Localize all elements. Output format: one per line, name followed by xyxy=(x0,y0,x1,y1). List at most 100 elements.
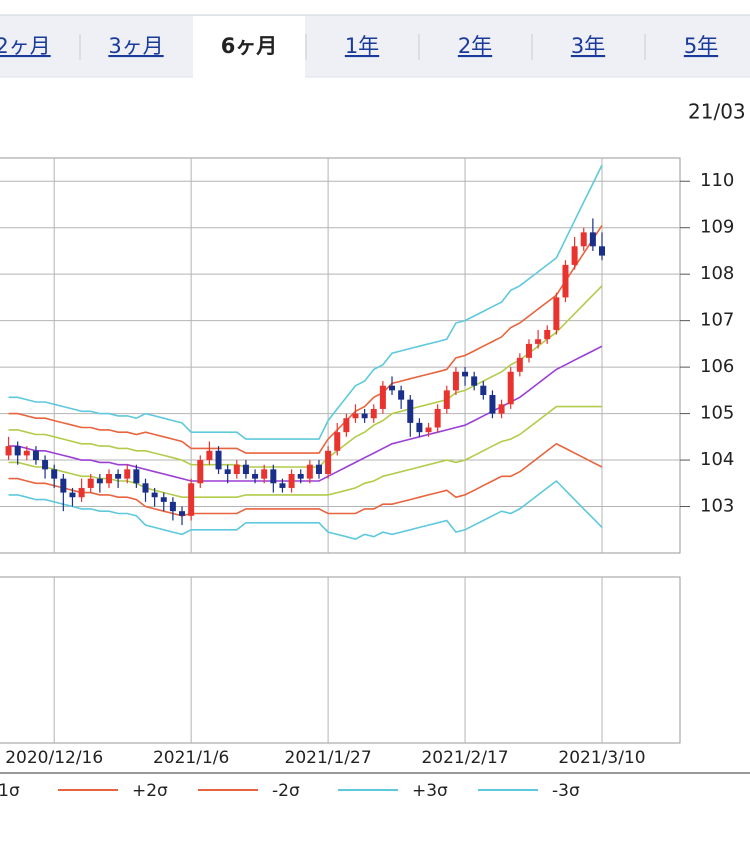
candle-body xyxy=(416,422,423,433)
tab-bar xyxy=(0,15,750,77)
candle-body xyxy=(343,418,350,433)
legend-label: +3σ xyxy=(412,781,448,801)
candle-body xyxy=(179,511,186,516)
candle-body xyxy=(580,232,587,247)
date-label: 21/03 xyxy=(688,100,746,124)
tab-label[interactable]: 3ヶ月 xyxy=(108,34,163,58)
candle-body xyxy=(224,469,231,474)
candle-body xyxy=(60,478,67,493)
candle-body xyxy=(261,469,268,479)
candle-body xyxy=(197,460,204,484)
candle-body xyxy=(525,343,532,358)
candle-body xyxy=(51,469,58,479)
candle-body xyxy=(42,460,49,470)
y-tick-label: 106 xyxy=(700,356,734,377)
candle-body xyxy=(571,246,578,265)
x-tick-label: 2021/1/6 xyxy=(153,748,229,768)
tab-label: 6ヶ月 xyxy=(221,34,278,58)
candle-body xyxy=(133,469,140,484)
candle-body xyxy=(480,385,487,395)
candle-body xyxy=(434,408,441,428)
candle-body xyxy=(553,297,560,330)
x-tick-label: 2020/12/16 xyxy=(5,748,103,768)
band-line xyxy=(8,479,603,540)
candle-body xyxy=(242,464,249,474)
candle-body xyxy=(160,497,167,502)
candle-body xyxy=(115,474,122,479)
x-tick-label: 2021/3/10 xyxy=(558,748,645,768)
candle-body xyxy=(32,450,39,461)
legend-label: -1σ xyxy=(0,781,20,801)
candle-body xyxy=(151,492,158,498)
x-tick-label: 2021/2/17 xyxy=(421,748,508,768)
candle-body xyxy=(215,450,222,470)
labels: 103 104 105 106 107 108 109 110 2020/12/16 2021/1… xyxy=(0,170,734,801)
tab-label[interactable]: 5年 xyxy=(684,34,718,58)
candle-body xyxy=(379,385,386,409)
candle-body xyxy=(252,474,259,479)
candles xyxy=(5,218,605,526)
tab-label[interactable]: 2ヶ月 xyxy=(0,34,51,58)
y-tick-label: 107 xyxy=(700,310,734,331)
candle-body xyxy=(78,487,85,498)
y-tick-label: 110 xyxy=(700,170,734,191)
candle-body xyxy=(325,450,332,474)
candle-body xyxy=(288,474,295,488)
candle-body xyxy=(270,469,277,484)
tab-label[interactable]: 2年 xyxy=(458,34,492,58)
candle-body xyxy=(297,474,304,479)
tab-label[interactable]: 3年 xyxy=(571,34,605,58)
candle-body xyxy=(544,329,551,340)
candle-body xyxy=(389,385,396,391)
legend-label: -2σ xyxy=(272,781,300,801)
tab-label[interactable]: 1年 xyxy=(345,34,379,58)
candle-body xyxy=(443,390,450,409)
candle-body xyxy=(169,501,176,512)
candle-body xyxy=(452,371,459,391)
candle-body xyxy=(188,483,195,516)
tab-selected xyxy=(193,16,305,78)
y-tick-label: 104 xyxy=(700,449,734,470)
candle-body xyxy=(352,413,359,419)
candle-body xyxy=(315,464,322,474)
candle-body xyxy=(516,357,523,372)
candle-body xyxy=(206,450,213,461)
candle-body xyxy=(87,478,94,488)
candle-body xyxy=(306,464,313,479)
candle-body xyxy=(279,483,286,488)
band-line xyxy=(8,164,603,440)
candle-body xyxy=(407,399,414,423)
candle-body xyxy=(562,264,569,298)
y-tick-label: 108 xyxy=(700,263,734,284)
tabs: 2ヶ月 3ヶ月 6ヶ月 1年 2年 3年 5年 xyxy=(0,16,718,78)
legend-label: -3σ xyxy=(552,781,580,801)
candle-body xyxy=(370,408,377,419)
candle-body xyxy=(14,446,21,456)
y-tick-label: 105 xyxy=(700,403,734,424)
candle-body xyxy=(462,371,469,377)
candle-body xyxy=(498,404,505,414)
candle-body xyxy=(599,246,605,256)
y-tick-label: 103 xyxy=(700,496,734,517)
candle-body xyxy=(471,376,478,386)
band-line xyxy=(8,224,603,454)
band-line xyxy=(8,405,602,498)
candle-body xyxy=(124,469,131,479)
candle-body xyxy=(398,390,405,400)
candle-body xyxy=(507,371,514,405)
y-tick-label: 109 xyxy=(700,217,734,238)
band-line xyxy=(8,285,603,468)
plot-frame xyxy=(0,157,681,554)
candle-body xyxy=(425,427,432,433)
candle-body xyxy=(96,478,103,484)
candle-body xyxy=(535,339,542,344)
candle-body xyxy=(489,395,496,414)
sub-plot-frame xyxy=(0,576,681,744)
candle-body xyxy=(5,446,12,456)
candle-body xyxy=(233,464,240,474)
band-line xyxy=(8,442,603,517)
legend-label: +2σ xyxy=(132,781,168,801)
candle-body xyxy=(334,432,341,451)
candle-body xyxy=(69,492,76,498)
